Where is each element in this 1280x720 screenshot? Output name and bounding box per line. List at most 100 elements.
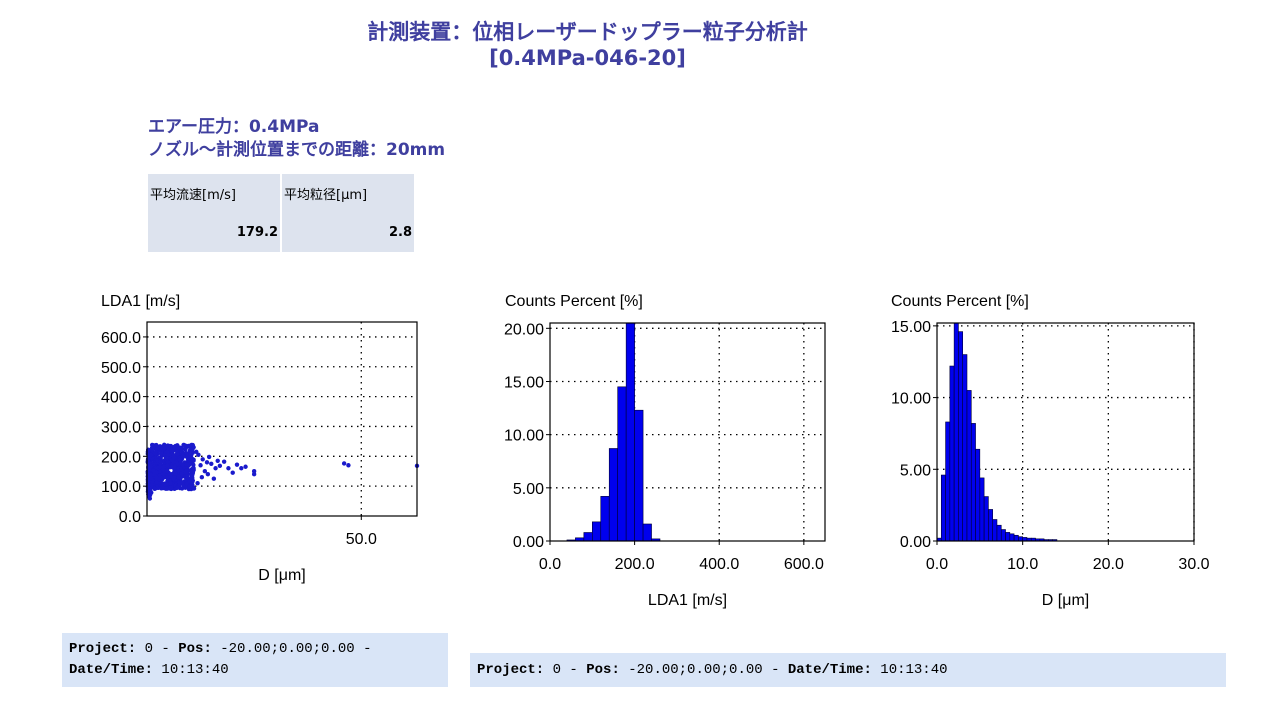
histogram-bar	[975, 448, 981, 542]
scatter-point	[161, 464, 167, 469]
velocity-vs-diameter-scatter: 0.0 100.0 200.0 300.0 400.0 500.0 600.0 50.0 LDA…	[101, 293, 420, 584]
histogram-bar	[949, 365, 955, 542]
histogram-bar	[600, 496, 610, 542]
scatter-point	[162, 442, 167, 448]
scatter-point	[205, 472, 211, 477]
histogram-bar	[979, 477, 985, 542]
scatter-point	[163, 482, 169, 487]
histogram-bar	[966, 390, 972, 542]
plot-frame	[146, 321, 418, 517]
histogram-bar	[953, 322, 959, 542]
scatter-point	[217, 463, 223, 469]
scatter-point	[171, 476, 176, 481]
histogram-bar	[983, 496, 989, 542]
scatter-point	[149, 482, 154, 488]
scatter-point	[184, 470, 189, 475]
y-tick-label: 15.00	[891, 319, 931, 336]
scatter-point	[174, 451, 180, 457]
histogram-bar	[608, 448, 618, 542]
x-tick-label: 600.0	[784, 556, 824, 573]
scatter-point	[158, 464, 163, 470]
footer-project-label: Project:	[477, 662, 545, 678]
scatter-point	[341, 461, 347, 466]
scatter-point	[234, 462, 240, 467]
y-axis-label: Counts Percent [%]	[505, 293, 643, 310]
y-tick-label: 20.00	[504, 321, 544, 338]
scatter-point	[153, 450, 158, 456]
footer-pos-value: -20.00;0.00;0.00 -	[211, 641, 372, 657]
x-tick-label: 50.0	[346, 531, 377, 548]
page-title: 計測装置：位相レーザードップラー粒子分析計 [0.4MPa-046-20]	[0, 19, 1175, 71]
scatter-point	[179, 447, 184, 453]
histogram-bar	[583, 532, 593, 542]
scatter-point	[199, 475, 205, 480]
scatter-point	[169, 458, 175, 463]
histogram-bar	[970, 423, 976, 542]
scatter-point	[148, 488, 153, 493]
diameter-histogram: 0.00 5.00 10.00 15.00 0.0 10.0 20.0 30.0 Counts …	[891, 293, 1210, 609]
y-axis-label: LDA1 [m/s]	[101, 293, 180, 310]
scatter-point	[167, 472, 173, 477]
y-tick-label: 0.00	[513, 534, 544, 551]
y-tick-label: 200.0	[101, 449, 141, 466]
scatter-point	[184, 462, 189, 467]
histogram-bar	[945, 421, 951, 542]
x-tick-label: 0.0	[926, 556, 948, 573]
scatter-point	[179, 486, 185, 491]
scatter-point	[215, 458, 220, 463]
scatter-point	[211, 476, 217, 481]
histogram-bar	[1013, 534, 1019, 542]
histogram-bar	[634, 409, 644, 542]
summary-value-row: 179.2 2.8	[148, 213, 414, 252]
histogram-bar	[940, 474, 946, 542]
x-axis-label: D [μm]	[1042, 592, 1089, 609]
histogram-bar	[1009, 533, 1015, 542]
scatter-point	[168, 443, 173, 449]
scatter-point	[251, 472, 257, 477]
histogram-bar	[642, 523, 652, 542]
scatter-point	[191, 445, 196, 450]
scatter-point	[200, 457, 205, 462]
scatter-point	[150, 445, 155, 450]
scatter-point	[204, 460, 210, 465]
scatter-point	[243, 464, 248, 469]
scatter-point	[195, 480, 200, 486]
scatter-point	[165, 452, 171, 457]
scatter-point	[145, 481, 151, 486]
scatter-point	[164, 475, 170, 480]
footer-pos-label: Pos:	[178, 641, 212, 657]
scatter-point	[230, 470, 235, 475]
scatter-point	[154, 480, 160, 485]
scatter-point	[168, 481, 173, 486]
scatter-point	[169, 464, 174, 470]
y-tick-label: 0.00	[900, 534, 931, 551]
scatter-point	[168, 485, 174, 490]
scatter-point	[213, 466, 218, 471]
histogram-bar	[988, 509, 993, 542]
y-tick-label: 0.0	[119, 509, 141, 526]
mean-velocity-value: 179.2	[148, 213, 280, 252]
footer-info-left: Project: 0 - Pos: -20.00;0.00;0.00 - Dat…	[62, 633, 448, 687]
y-tick-label: 10.00	[504, 428, 544, 445]
scatter-point	[346, 463, 351, 468]
scatter-point	[173, 471, 178, 476]
scatter-point	[187, 479, 192, 484]
x-tick-label: 0.0	[539, 556, 561, 573]
y-tick-label: 5.00	[513, 481, 544, 498]
histogram-bar	[617, 386, 627, 542]
scatter-point	[226, 466, 231, 471]
scatter-point	[152, 486, 157, 492]
footer-date-value: 10:13:40	[871, 662, 948, 678]
scatter-point	[184, 454, 189, 459]
x-tick-label: 30.0	[1178, 556, 1209, 573]
histogram-bar	[1005, 532, 1011, 542]
y-tick-label: 300.0	[101, 419, 141, 436]
title-line-2: [0.4MPa-046-20]	[489, 46, 686, 70]
scatter-point	[148, 463, 154, 469]
y-tick-label: 100.0	[101, 479, 141, 496]
scatter-point	[180, 480, 186, 486]
scatter-point	[191, 485, 196, 490]
histogram-bar	[992, 519, 998, 542]
footer-info-right: Project: 0 - Pos: -20.00;0.00;0.00 - Dat…	[470, 653, 1226, 687]
scatter-point	[187, 453, 193, 459]
